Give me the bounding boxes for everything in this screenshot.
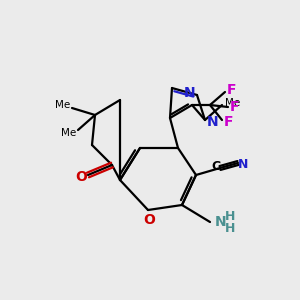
Text: F: F	[224, 115, 233, 129]
Text: Me: Me	[61, 128, 76, 138]
Text: N: N	[238, 158, 248, 170]
Text: H: H	[225, 223, 236, 236]
Text: H: H	[225, 211, 236, 224]
Text: Me: Me	[55, 100, 70, 110]
Text: O: O	[75, 170, 87, 184]
Text: N: N	[183, 86, 195, 100]
Text: C: C	[212, 160, 220, 173]
Text: N: N	[215, 215, 226, 229]
Text: O: O	[143, 213, 155, 227]
Text: N: N	[207, 115, 219, 129]
Text: Me: Me	[225, 98, 240, 108]
Text: F: F	[227, 83, 236, 97]
Text: F: F	[230, 100, 239, 114]
